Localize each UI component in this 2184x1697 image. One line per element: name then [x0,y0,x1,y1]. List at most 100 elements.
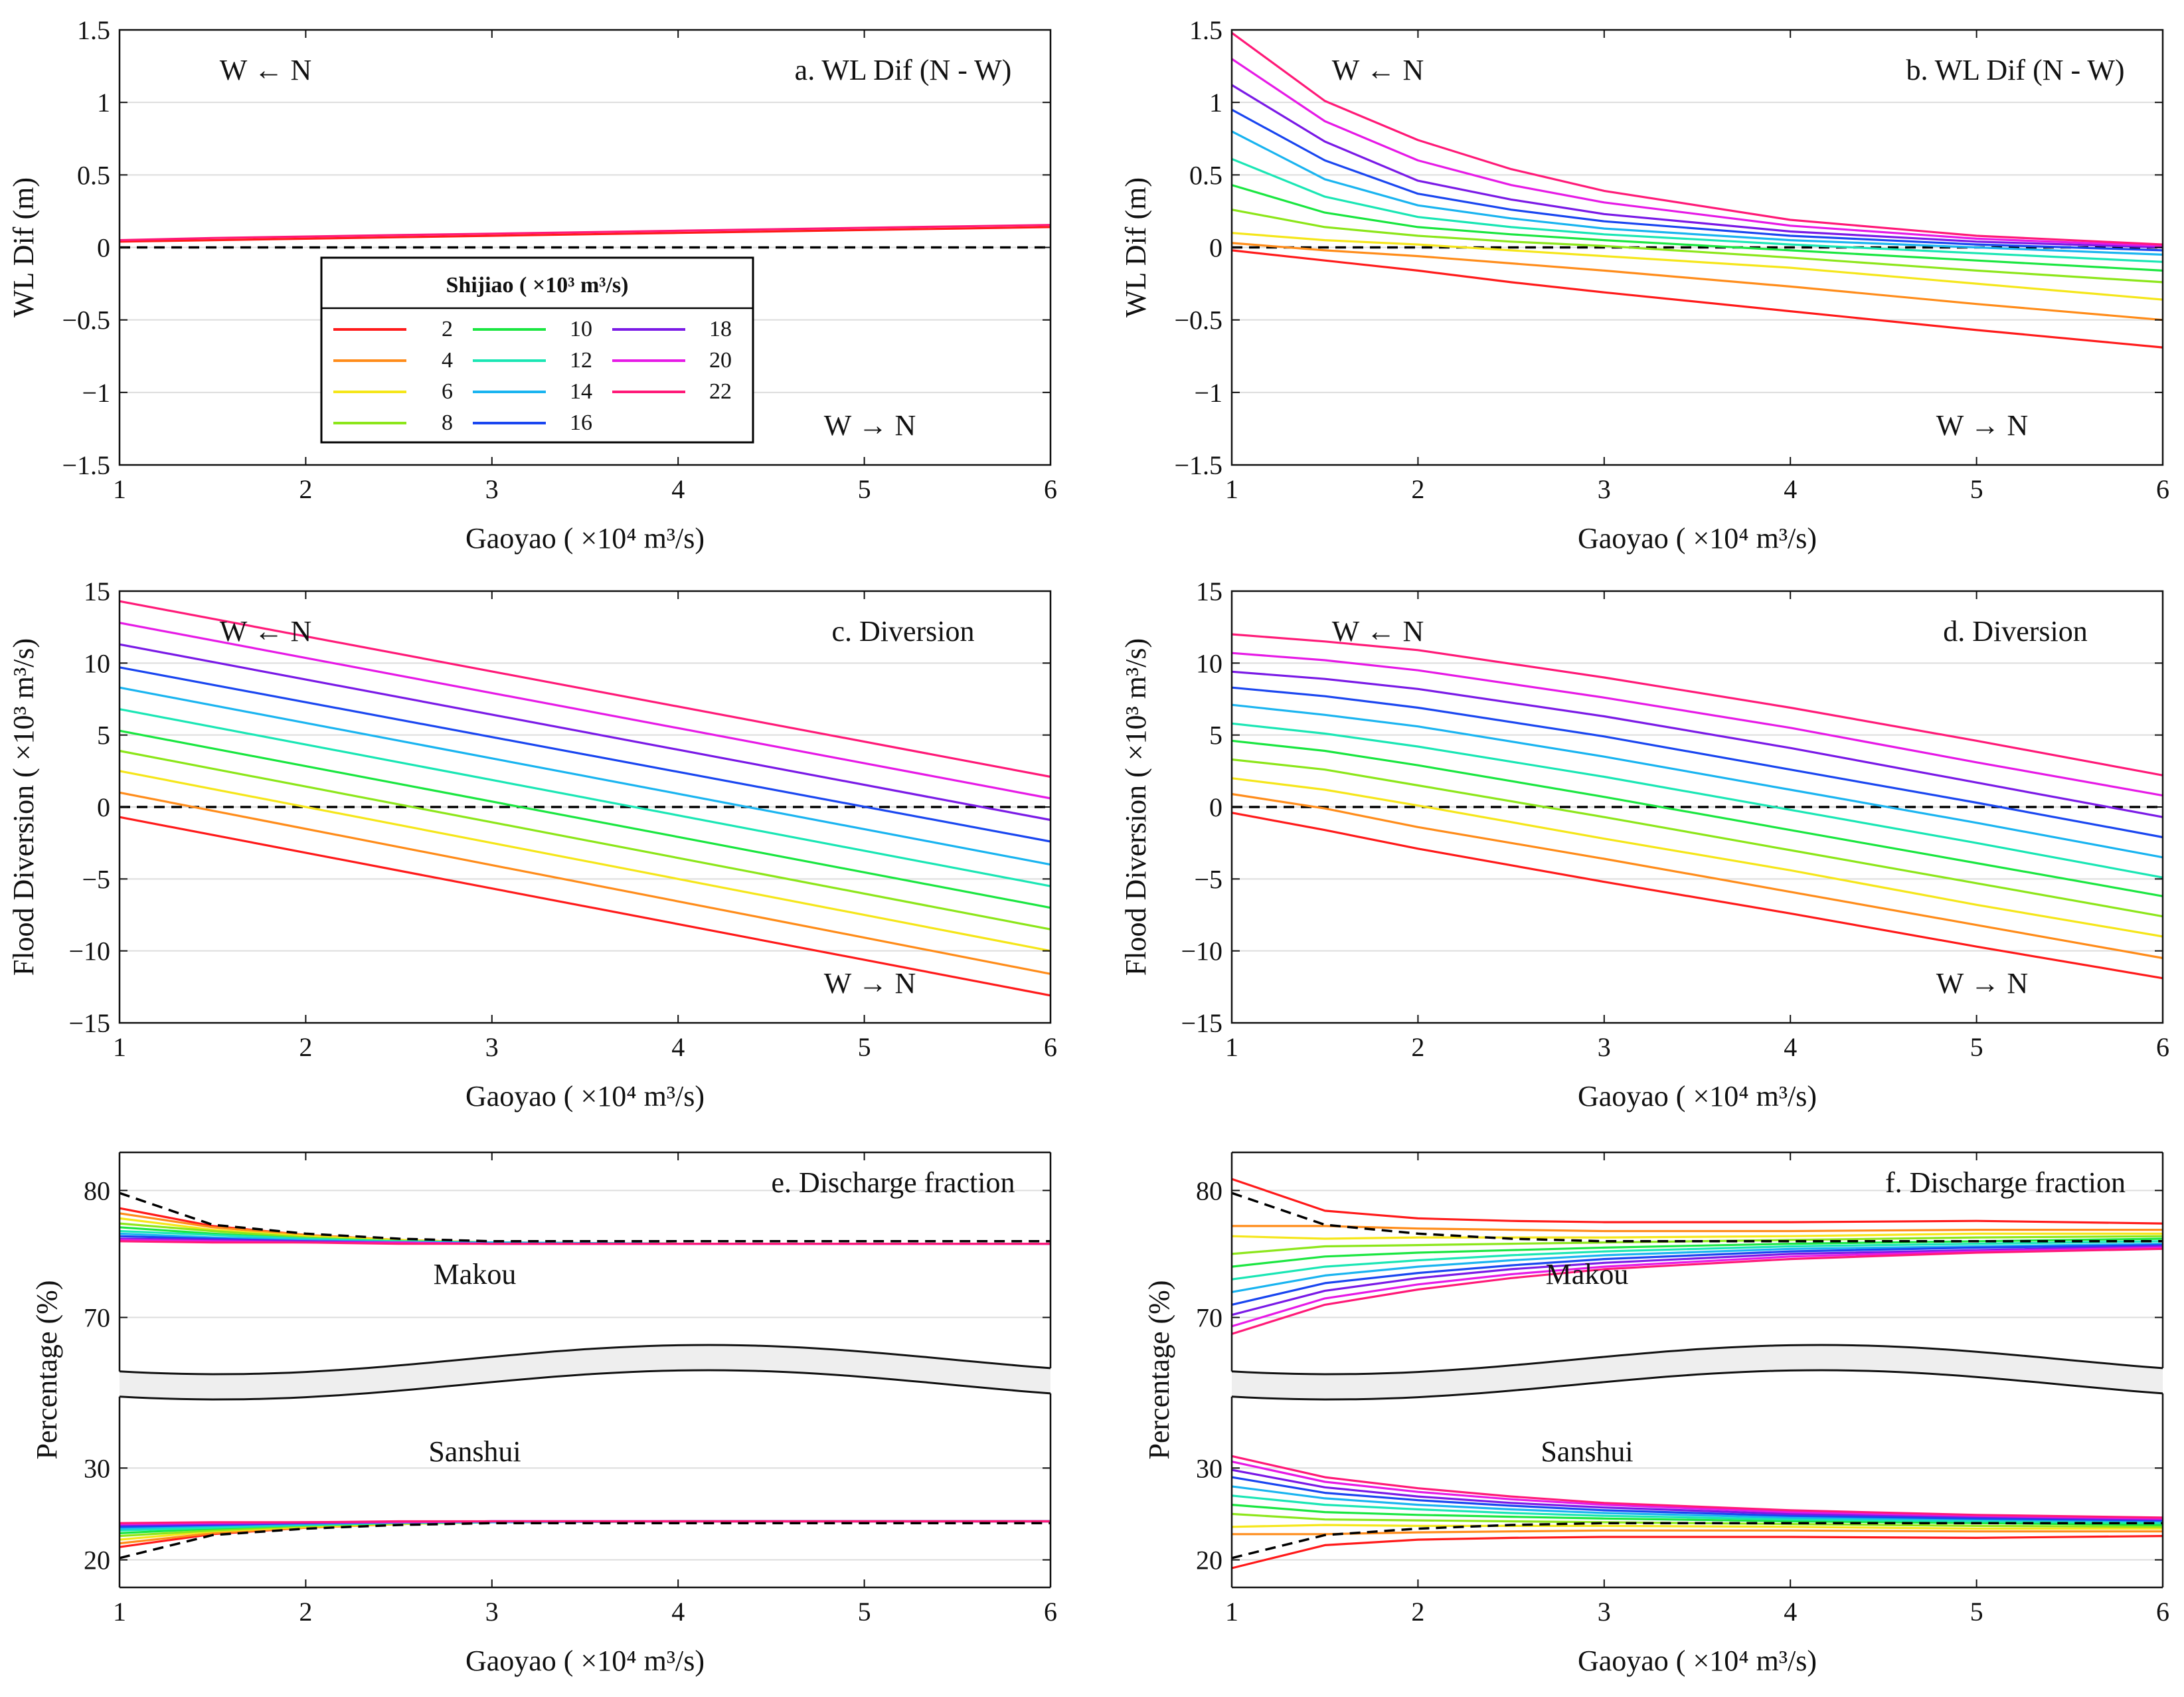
y-axis-label: Percentage (%) [31,1281,63,1460]
y-axis-label: Percentage (%) [1143,1281,1175,1460]
y-tick-label: 20 [1196,1546,1222,1575]
x-tick-label: 3 [1598,1597,1611,1627]
panel-b: −1.5 −1 −0.5 0 0.5 1 1.5 1 2 3 4 5 6 Gaoyao ( ×10⁴ m³… [1120,15,2169,555]
series-line-12 [119,708,1051,887]
x-tick-label: 5 [858,1597,871,1627]
x-tick-label: 5 [1970,1032,1983,1062]
makou-line-22 [1231,1247,2163,1335]
series-line-10 [1231,184,2163,272]
y-tick-label: 0 [97,233,110,263]
y-tick-label: 0.5 [1189,160,1222,190]
makou-reference-line [1231,1192,2163,1243]
panel-title: e. Discharge fraction [772,1166,1015,1199]
sanshui-line-8 [1231,1512,2163,1528]
sanshui-line-18 [1231,1469,2163,1521]
x-tick-label: 2 [1411,1597,1424,1627]
legend-label-12: 12 [570,348,592,373]
x-tick-label: 3 [485,1032,499,1062]
panel-title: d. Diversion [1943,615,2088,648]
series-line-4 [1231,242,2163,321]
y-tick-label: −10 [68,937,110,966]
axis-break-band [120,1345,1050,1399]
legend-label-4: 4 [442,348,453,373]
panel-f: 20 30 70 80 1 2 3 4 5 6 Gaoyao ( ×10⁴ m³/s) Percent… [1143,1151,2169,1677]
makou-line-22 [119,1240,1050,1245]
y-tick-label: 1.5 [1189,15,1222,45]
y-tick-label: −1.5 [62,450,110,480]
series-line-14 [1231,130,2163,256]
series-line-8 [1231,209,2163,284]
series-line-8 [1231,758,2163,918]
y-tick-label: 0 [97,792,110,822]
series-line-2 [1231,249,2163,349]
axis-break-top-edge [119,1344,1051,1376]
x-tick-label: 3 [485,1597,499,1627]
x-tick-label: 2 [1411,1032,1424,1062]
makou-line-14 [1231,1243,2163,1293]
y-tick-label: 0.5 [77,160,110,190]
annotation-w-to-n: W → N [824,967,916,1000]
y-tick-label: 5 [97,721,110,751]
x-axis-label: Gaoyao ( ×10⁴ m³/s) [1578,1645,1817,1677]
annotation-w-from-n: W ← N [220,54,312,86]
legend-label-6: 6 [442,379,453,404]
y-tick-label: −15 [68,1008,110,1038]
x-tick-label: 1 [1225,474,1238,504]
series-line-4 [1231,792,2163,960]
legend-label-22: 22 [709,379,732,404]
sanshui-line-12 [1231,1494,2163,1524]
legend-label-10: 10 [570,317,592,341]
makou-line-2 [1231,1178,2163,1225]
y-tick-label: −15 [1181,1008,1222,1038]
makou-line-8 [1231,1235,2163,1255]
y-tick-label: 30 [84,1453,110,1483]
makou-label: Makou [434,1258,517,1291]
makou-line-18 [1231,1245,2163,1316]
annotation-w-from-n: W ← N [1332,615,1424,648]
y-tick-label: −5 [82,864,110,894]
x-axis-label: Gaoyao ( ×10⁴ m³/s) [465,1080,705,1113]
y-tick-label: −10 [1181,937,1222,966]
y-axis-label: Flood Diversion ( ×10³ m³/s) [1120,638,1152,976]
x-tick-label: 6 [1044,474,1057,504]
makou-line-6 [1231,1232,2163,1240]
legend-title: Shijiao ( ×10³ m³/s) [446,273,629,298]
y-axis-label: WL Dif (m) [1120,177,1152,317]
sanshui-label: Sanshui [428,1435,521,1468]
legend: Shijiao ( ×10³ m³/s) 2 4 6 8 10 12 14 16 18 20 22 [320,256,754,444]
y-tick-label: 10 [1196,648,1222,678]
panel-d: −15 −10 −5 0 5 10 15 1 2 3 4 5 6 Gaoyao ( ×10⁴ m³/s) F… [1120,577,2169,1113]
x-tick-label: 4 [671,474,685,504]
x-tick-label: 1 [1225,1597,1238,1627]
panel-e: 20 30 70 80 1 2 3 4 5 6 Gaoyao ( ×10⁴ m³/s) Percent… [31,1151,1057,1677]
series-line-4 [119,791,1051,975]
x-tick-label: 1 [113,1032,126,1062]
series-line-14 [119,686,1051,866]
x-axis-label: Gaoyao ( ×10⁴ m³/s) [465,522,705,555]
series-line-2 [119,226,1051,243]
series-line-16 [1231,686,2163,839]
x-tick-label: 5 [1970,474,1983,504]
axis-break-top-edge [1231,1344,2163,1376]
legend-label-14: 14 [570,379,592,404]
series-line-10 [119,729,1051,909]
y-axis-label: Flood Diversion ( ×10³ m³/s) [7,638,40,976]
series-line-12 [1231,722,2163,879]
x-tick-label: 5 [858,474,871,504]
makou-label: Makou [1546,1258,1629,1291]
series-line-12 [1231,157,2163,263]
sanshui-reference-line [1231,1522,2163,1560]
series-line-6 [1231,777,2163,938]
series-line-22 [1231,633,2163,776]
series-line-2 [119,816,1051,997]
series-line-20 [1231,58,2163,247]
annotation-w-to-n: W → N [1936,409,2029,442]
panel-title: f. Discharge fraction [1885,1166,2126,1199]
series-line-20 [119,622,1051,800]
series-line-22 [119,600,1051,778]
makou-line-12 [1231,1240,2163,1281]
x-tick-label: 2 [299,1032,312,1062]
series-line-22 [119,224,1051,242]
legend-label-2: 2 [442,317,453,341]
